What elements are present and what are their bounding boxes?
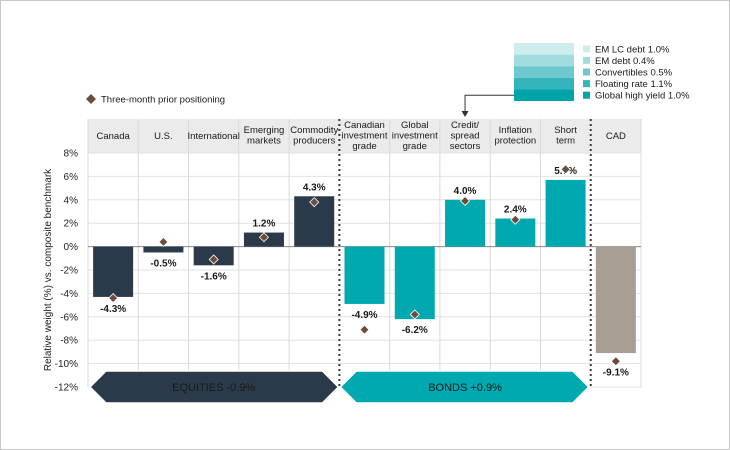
prior-marker-3: [258, 232, 270, 243]
category-label-6-1: investment: [392, 131, 438, 142]
y-tick-label-2: 4%: [64, 195, 79, 206]
credit-breakdown-segment-3: [514, 77, 574, 90]
category-label-3-0: Emerging: [244, 125, 285, 136]
value-label-4: 4.3%: [303, 182, 326, 193]
value-label-6: -6.2%: [402, 325, 428, 336]
y-tick-label-1: 6%: [64, 172, 79, 183]
bar-7: [445, 199, 486, 247]
credit-breakdown-swatch-1: [583, 56, 590, 64]
category-label-8-1: protection: [494, 136, 536, 147]
value-label-7: 4.0%: [454, 186, 477, 197]
bonds-band-arrow: [339, 370, 590, 404]
y-tick-label-6: -4%: [60, 289, 78, 300]
legend-prior-marker: [86, 94, 96, 104]
y-tick-label-10: -12%: [55, 383, 78, 394]
y-tick-label-3: 2%: [64, 219, 79, 230]
bar-0: [93, 246, 134, 297]
credit-breakdown-label-4: Global high yield 1.0%: [595, 91, 690, 102]
category-label-6-2: grade: [403, 141, 427, 152]
y-tick-label-9: -10%: [55, 359, 78, 370]
prior-marker-10: [610, 356, 621, 367]
credit-breakdown-label-1: EM debt 0.4%: [595, 56, 655, 67]
credit-breakdown-label-0: EM LC debt 1.0%: [595, 44, 670, 55]
category-label-7-2: sectors: [450, 141, 481, 152]
bar-1: [143, 246, 184, 253]
bonds-band-label: BONDS +0.9%: [428, 382, 502, 394]
value-label-3: 1.2%: [253, 219, 276, 230]
credit-breakdown-label-3: Floating rate 1.1%: [595, 79, 673, 90]
category-label-5-2: grade: [352, 141, 376, 152]
bar-9: [545, 179, 586, 247]
equities-band-arrow: [88, 370, 340, 404]
y-tick-label-8: -8%: [60, 336, 78, 347]
prior-marker-8: [510, 214, 521, 225]
credit-breakdown-swatch-2: [583, 68, 590, 76]
y-tick-label-0: 8%: [64, 149, 79, 160]
category-label-3-1: markets: [247, 136, 281, 147]
credit-breakdown-arrowhead: [461, 111, 469, 117]
prior-marker-7: [459, 195, 471, 207]
credit-breakdown-segment-4: [514, 89, 574, 101]
value-label-0: -4.3%: [100, 304, 126, 315]
y-axis-label: Relative weight (%) vs. composite benchm…: [43, 168, 54, 371]
credit-breakdown-segment-2: [514, 66, 574, 78]
category-label-6-0: Global: [401, 120, 428, 131]
equities-band-label: EQUITIES -0.9%: [172, 382, 255, 394]
legend-prior-label: Three-month prior positioning: [101, 95, 225, 106]
category-label-2-0: International: [188, 131, 240, 142]
bar-5: [344, 246, 385, 304]
category-label-1-0: U.S.: [154, 131, 172, 142]
value-label-2: -1.6%: [201, 271, 227, 282]
category-header-band: [88, 119, 641, 153]
credit-breakdown-swatch-3: [583, 80, 590, 88]
prior-marker-2: [208, 254, 219, 265]
category-label-7-1: spread: [451, 131, 480, 142]
category-label-7-0: Credit/: [451, 120, 479, 131]
credit-breakdown-label-2: Convertibles 0.5%: [595, 68, 673, 79]
credit-breakdown-segment-1: [514, 54, 574, 67]
credit-breakdown-segment-0: [514, 43, 574, 55]
category-label-4-1: producers: [293, 136, 335, 147]
category-label-9-1: term: [556, 136, 575, 147]
prior-marker-5: [359, 324, 370, 335]
prior-marker-4: [309, 197, 320, 208]
prior-marker-1: [158, 236, 169, 247]
y-tick-label-4: 0%: [64, 242, 79, 253]
bar-6: [394, 246, 435, 320]
value-label-5: -4.9%: [351, 310, 377, 321]
category-label-8-0: Inflation: [499, 125, 532, 136]
category-label-5-0: Canadian: [344, 120, 385, 131]
value-label-10: -9.1%: [603, 367, 629, 378]
bar-10: [595, 246, 636, 354]
y-tick-label-7: -6%: [60, 312, 78, 323]
category-label-4-0: Commodity: [290, 125, 338, 136]
value-label-1: -0.5%: [150, 258, 176, 269]
y-tick-label-5: -2%: [60, 266, 78, 277]
credit-breakdown-swatch-0: [583, 45, 590, 53]
prior-marker-6: [409, 309, 420, 320]
prior-marker-0: [108, 293, 119, 304]
credit-breakdown-connector: [464, 94, 514, 114]
credit-breakdown-swatch-4: [583, 91, 590, 99]
prior-marker-9: [560, 164, 571, 175]
category-label-5-1: investment: [342, 131, 388, 142]
category-label-9-0: Short: [554, 125, 577, 136]
value-label-8: 2.4%: [504, 205, 527, 216]
category-label-10-0: CAD: [606, 131, 626, 142]
category-label-0-0: Canada: [96, 131, 130, 142]
